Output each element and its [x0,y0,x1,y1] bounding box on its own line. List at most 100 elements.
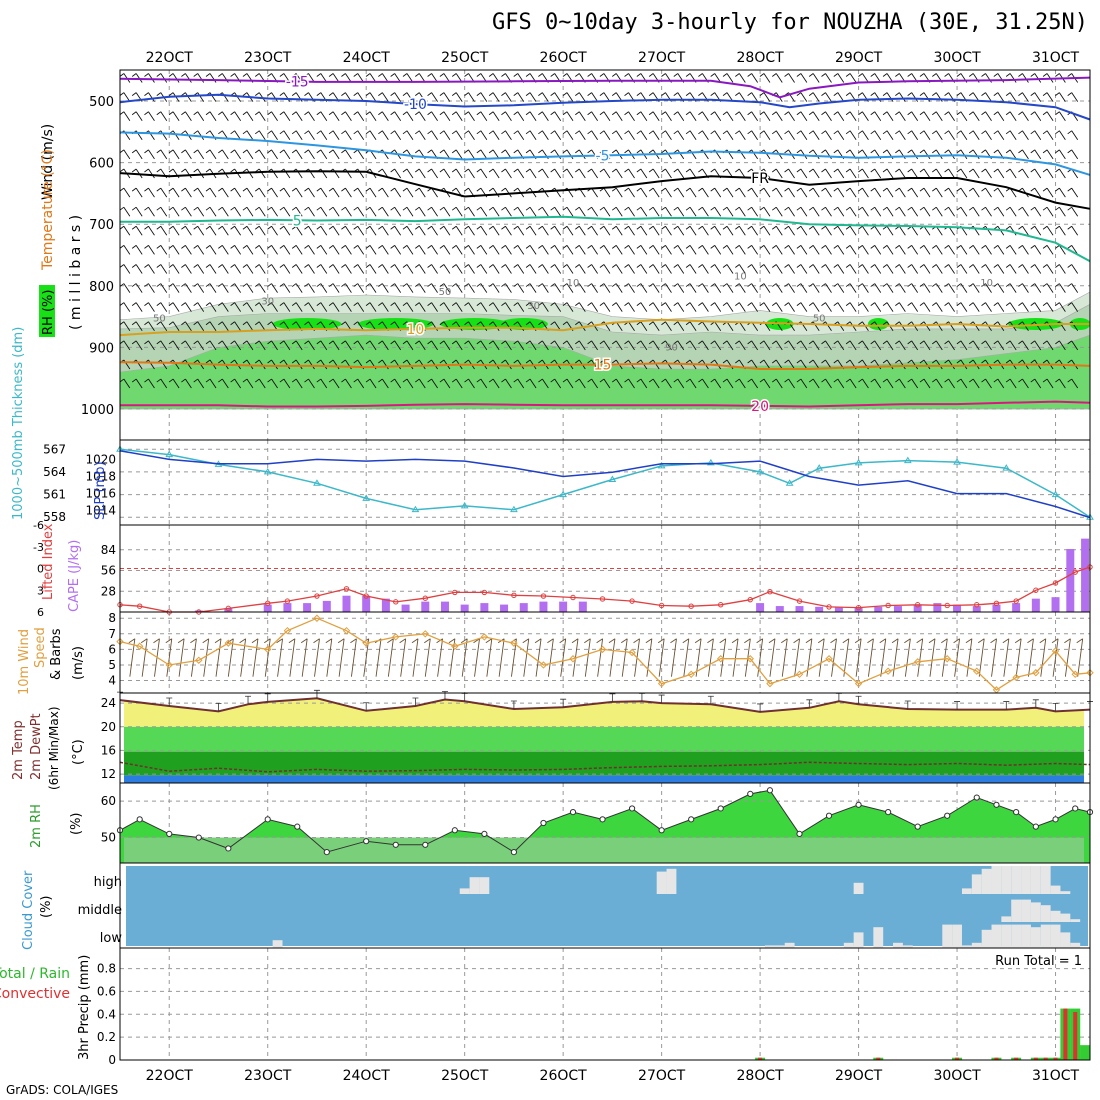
cloud-middle-cell [1060,913,1071,922]
upper-wind-barb [156,130,168,141]
upper-wind-barb [439,111,451,121]
bottom-time-tick-label: 30OCT [933,1068,981,1084]
upper-wind-barb [833,111,845,121]
wind10-barb [214,638,222,677]
cape-tick-label: 56 [101,564,116,578]
cape-bar [362,595,371,612]
upper-wind-barb [673,130,685,141]
rh2m-unit-group: (%) [69,813,84,836]
wind10-tick-label: 4 [108,674,116,688]
upper-wind-barb [267,264,278,274]
upper-wind-barb [710,302,722,312]
upper-wind-barb [808,378,820,389]
upper-wind-barb [538,378,549,389]
upper-wind-barb [968,264,980,274]
top-time-tick-label: 29OCT [835,50,883,66]
cape-bar [322,600,331,612]
wind10-marker [195,656,203,664]
upper-wind-barb [771,187,783,198]
temp-color-band [124,726,1084,752]
wind10-marker [283,626,292,635]
upper-wind-barb [882,264,894,274]
upper-wind-barb [193,111,205,121]
upper-wind-barb [267,149,278,160]
upper-wind-barb [291,168,303,179]
upper-wind-barb [1055,245,1066,255]
upper-wind-barb [218,378,229,389]
upper-wind-barb [328,359,340,370]
upper-wind-barb [156,111,168,121]
bottom-time-tick-label: 28OCT [737,1068,785,1084]
temp-tick-label: 24 [101,696,116,710]
cape-tick-label: 84 [101,543,116,557]
upper-wind-barb [131,187,143,198]
upper-wind-barb [279,187,291,198]
upper-wind-barb [488,378,500,389]
thickness-marker [903,456,912,464]
upper-wind-barb [427,283,438,293]
wind10-ylabel-group: 10m Wind [17,629,32,695]
upper-wind-barb [365,264,377,274]
wind10-barb [276,638,284,677]
upper-wind-barb [833,73,845,83]
upper-wind-barb [932,378,943,389]
upper-wind-barb [993,302,1005,312]
upper-wind-barb [439,92,451,102]
upper-wind-barb [648,321,660,332]
upper-wind-barb [464,302,475,312]
temperature-contour-label: -5 [596,148,610,164]
upper-wind-barb [944,302,955,312]
upper-wind-barb [845,187,857,198]
cloud-low-cell [843,942,854,948]
upper-wind-barb [279,283,291,293]
rh2m-marker [1032,823,1039,830]
upper-wind-barb [1067,264,1079,274]
upper-wind-barb [710,225,722,236]
cape-bar [815,606,824,612]
wind10-barb [977,638,985,677]
upper-wind-barb [845,245,857,255]
upper-wind-barb [304,340,315,351]
temp-axis-label-2: 2m DewPt [29,713,44,780]
upper-wind-barb [513,302,525,312]
upper-wind-barb [218,283,229,293]
upper-wind-barb [710,130,722,141]
upper-wind-barb [562,378,574,389]
upper-wind-barb [328,130,340,141]
upper-wind-barb [759,73,771,83]
cape-bar [775,606,784,612]
wind10-axis-label-3: & Barbs [49,628,64,680]
upper-wind-barb [538,92,549,102]
upper-wind-barb [1042,206,1054,217]
upper-wind-barb [648,340,660,351]
upper-wind-barb [254,187,266,198]
upper-wind-barb [784,111,795,121]
upper-wind-barb [267,206,278,217]
cape-bar [1012,603,1021,612]
rh2m-marker [481,830,488,838]
upper-wind-barb [144,149,155,160]
upper-wind-barb [427,225,438,236]
wind10-barb [547,638,554,677]
cloud-middle-cell [1011,899,1022,922]
upper-wind-barb [796,283,808,293]
rh-contour-label: 10 [734,272,747,283]
wind10-marker [116,637,124,646]
upper-wind-barb [956,168,968,179]
upper-wind-barb [291,187,303,198]
upper-wind-barb [193,264,205,274]
precip-convective-bar [1033,1057,1038,1060]
upper-wind-barb [796,225,808,236]
upper-wind-barb [156,149,168,160]
temperature-axis-label: Temperature (°C) [40,149,56,271]
upper-wind-barb [722,378,734,389]
upper-wind-barb [193,130,205,141]
upper-wind-barb [735,340,746,351]
upper-wind-barb [1005,92,1017,102]
wind10-marker [362,639,370,647]
upper-wind-barb [944,264,955,274]
upper-wind-barb [427,378,438,389]
cape-bar [263,604,272,612]
upper-wind-barb [882,378,894,389]
upper-wind-barb [304,359,315,370]
